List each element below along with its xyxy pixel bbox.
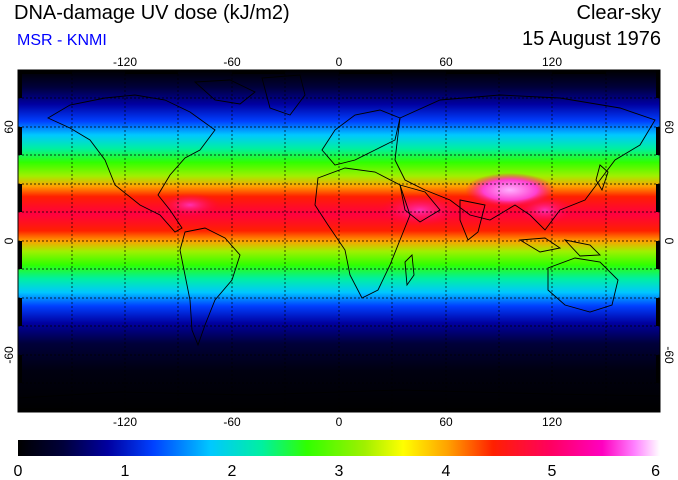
lon-tick-top-5: 120 <box>542 55 562 69</box>
colorbar-tick-1: 1 <box>121 463 130 480</box>
colorbar-tick-2: 2 <box>228 463 237 480</box>
lon-tick-bottom-2: -60 <box>223 415 241 429</box>
colorbar-tick-3: 3 <box>335 463 344 480</box>
lat-tick-left-1: 60 <box>2 120 16 134</box>
map-title: DNA-damage UV dose (kJ/m2) <box>14 2 290 24</box>
coastlines <box>18 74 660 399</box>
map-date: 15 August 1976 <box>521 28 661 50</box>
lat-tick-left-3: -60 <box>2 346 16 364</box>
graticule <box>18 70 660 412</box>
colorbar-tick-4: 4 <box>442 463 451 480</box>
lat-tick-right-1: 60 <box>662 120 676 134</box>
colorbar-tick-6: 6 <box>651 463 660 480</box>
lon-tick-top-4: 60 <box>439 55 453 69</box>
lat-tick-right-3: -60 <box>662 346 676 364</box>
frame-ticks <box>18 70 660 412</box>
lon-tick-top-2: -60 <box>223 55 241 69</box>
colorbar <box>18 440 660 456</box>
data-source: MSR - KNMI <box>17 32 107 49</box>
lon-tick-top-3: 0 <box>336 55 343 69</box>
sky-condition: Clear-sky <box>576 2 661 24</box>
lat-tick-right-2: 0 <box>662 238 676 245</box>
lon-tick-bottom-5: 120 <box>542 415 562 429</box>
lon-tick-top-1: -120 <box>113 55 137 69</box>
lon-tick-bottom-4: 60 <box>439 415 453 429</box>
lon-tick-bottom-3: 0 <box>336 415 343 429</box>
colorbar-tick-0: 0 <box>14 463 23 480</box>
uv-dose-field <box>18 70 660 412</box>
lat-tick-left-2: 0 <box>2 237 16 244</box>
lon-tick-bottom-1: -120 <box>113 415 137 429</box>
colorbar-tick-5: 5 <box>548 463 557 480</box>
